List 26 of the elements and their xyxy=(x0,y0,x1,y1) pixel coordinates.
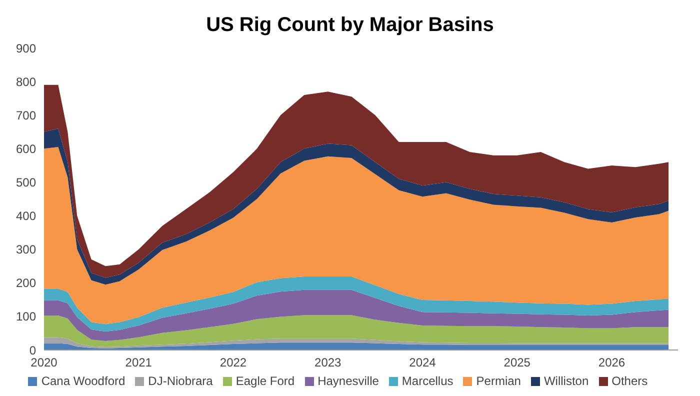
x-tick-label: 2020 xyxy=(30,356,58,370)
y-tick-label: 900 xyxy=(16,41,36,56)
y-tick-label: 600 xyxy=(16,142,36,156)
chart-title: US Rig Count by Major Basins xyxy=(205,13,495,38)
legend-label: Cana Woodford xyxy=(41,374,126,388)
y-tick-label: 100 xyxy=(16,310,36,324)
y-tick-label: 500 xyxy=(16,175,36,190)
x-tick-label: 2024 xyxy=(409,356,436,370)
x-tick-label: 2021 xyxy=(125,356,152,370)
legend-label: Eagle Ford xyxy=(236,374,295,388)
y-tick-label: 0 xyxy=(29,343,36,358)
legend-label: Haynesville xyxy=(318,374,379,388)
legend-label: Permian xyxy=(476,374,521,388)
legend-label: DJ-Niobrara xyxy=(148,374,213,388)
legend-label: Williston xyxy=(544,374,589,388)
x-tick-label: 2022 xyxy=(220,356,247,370)
legend-label: Others xyxy=(612,374,648,388)
x-tick-label: 2023 xyxy=(314,356,342,370)
y-tick-label: 300 xyxy=(16,242,36,257)
x-tick-label: 2026 xyxy=(598,356,626,370)
y-tick-label: 400 xyxy=(16,209,36,224)
legend-label: Marcellus xyxy=(402,374,454,388)
x-tick-label: 2025 xyxy=(504,356,531,370)
y-tick-label: 700 xyxy=(16,108,36,122)
y-tick-label: 800 xyxy=(16,74,36,89)
y-tick-label: 200 xyxy=(16,276,36,290)
